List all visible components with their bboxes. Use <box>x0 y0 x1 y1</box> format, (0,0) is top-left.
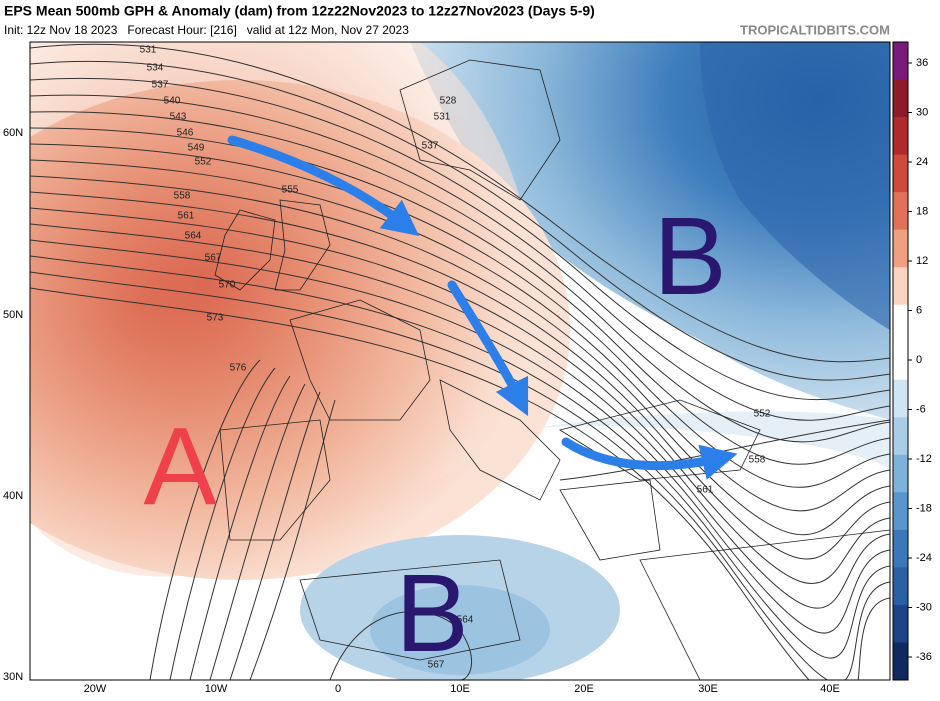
contour-label: 531 <box>434 112 451 123</box>
contour-line <box>249 399 336 680</box>
contour-line <box>30 239 890 634</box>
contour-line <box>30 60 890 381</box>
colorbar-segment <box>893 567 908 606</box>
contour-line <box>329 611 473 680</box>
map-frame <box>29 41 891 681</box>
colorbar-segment <box>893 417 908 456</box>
lon-label: 30E <box>698 683 718 695</box>
contour-line <box>30 175 890 536</box>
colorbar-segment <box>893 604 908 643</box>
contour-label: 552 <box>195 157 212 168</box>
contour-label: 573 <box>207 313 224 324</box>
colorbar-segment <box>893 79 908 118</box>
lat-label: 60N <box>3 127 23 139</box>
contour-label: 543 <box>170 112 187 123</box>
colorbar-segment <box>893 454 908 493</box>
contour-line <box>30 287 890 680</box>
lat-label: 40N <box>3 490 23 502</box>
low-label: B <box>653 195 726 318</box>
contour-label: 537 <box>422 141 439 152</box>
colorbar-segment <box>893 379 908 418</box>
contour-label: 528 <box>440 96 457 107</box>
contour-label: 567 <box>428 660 445 671</box>
source: TROPICALTIDBITS.COM <box>740 22 890 37</box>
title: EPS Mean 500mb GPH & Anomaly (dam) from … <box>4 3 595 19</box>
contour-label: 540 <box>164 96 181 107</box>
contour-line <box>149 359 261 680</box>
contour-line <box>30 94 890 421</box>
contour-line <box>189 375 291 680</box>
contour-label: 555 <box>282 185 299 196</box>
contour-label: 531 <box>140 45 157 56</box>
contour-label: 576 <box>230 363 247 374</box>
lon-label: 20E <box>574 683 594 695</box>
lon-label: 0 <box>335 683 341 695</box>
colorbar-segment <box>893 529 908 568</box>
colorbar-tick-label: 12 <box>916 255 928 267</box>
colorbar-tick-label: 24 <box>916 156 928 168</box>
contour-label: 552 <box>754 409 771 420</box>
colorbar-frame <box>892 41 909 681</box>
contour-label: 567 <box>205 253 222 264</box>
contour-line <box>30 255 890 659</box>
map-area <box>30 42 890 680</box>
lon-label: 20W <box>84 683 107 695</box>
contour-line <box>169 367 276 680</box>
contour-line <box>209 383 306 680</box>
contour-label: 537 <box>152 80 169 91</box>
colorbar-tick-label: 0 <box>916 354 922 366</box>
colorbar-tick-label: -36 <box>916 651 932 663</box>
lat-label: 30N <box>3 671 23 683</box>
colorbar-segment <box>893 304 908 343</box>
low-label: B <box>395 552 468 675</box>
contour-line <box>229 391 321 680</box>
contour-label: 546 <box>177 128 194 139</box>
colorbar-segment <box>893 154 908 193</box>
contour-line <box>30 127 890 465</box>
colorbar-tick-label: -30 <box>916 601 932 613</box>
lon-label: 10E <box>450 683 470 695</box>
colorbar-tick-label: -24 <box>916 552 932 564</box>
subtitle: Init: 12z Nov 18 2023 Forecast Hour: [21… <box>4 23 409 37</box>
colorbar-tick-label: -18 <box>916 502 932 514</box>
contour-label: 564 <box>457 615 474 626</box>
contour-line <box>30 207 890 584</box>
lon-label: 10W <box>205 683 228 695</box>
contour-line <box>30 111 890 443</box>
colorbar-segment <box>893 229 908 268</box>
contour-label: 549 <box>188 143 205 154</box>
lon-label: 40E <box>820 683 840 695</box>
contour-label: 558 <box>749 455 766 466</box>
contour-line <box>30 159 890 512</box>
colorbar-tick-label: -12 <box>916 453 932 465</box>
contour-line <box>30 77 890 401</box>
lat-label: 50N <box>3 309 23 321</box>
contour-label: 564 <box>185 231 202 242</box>
colorbar-tick-label: 30 <box>916 106 928 118</box>
colorbar-segment <box>893 117 908 156</box>
contour-line <box>30 43 890 363</box>
contour-line <box>30 191 890 560</box>
colorbar-segment <box>893 342 908 381</box>
colorbar-tick-label: 6 <box>916 304 922 316</box>
contour-line <box>30 271 890 680</box>
colorbar-segment <box>893 192 908 231</box>
contour-label: 570 <box>219 280 236 291</box>
colorbar-segment <box>893 642 908 681</box>
contour-label: 534 <box>147 63 164 74</box>
colorbar-segment <box>893 267 908 306</box>
colorbar-segment <box>893 42 908 81</box>
colorbar-tick-label: 36 <box>916 57 928 69</box>
contour-label: 558 <box>174 191 191 202</box>
colorbar-tick-label: 18 <box>916 205 928 217</box>
contour-label: 561 <box>178 211 195 222</box>
contour-line <box>30 143 890 488</box>
high-label: A <box>143 405 217 528</box>
contour-label: 561 <box>697 485 714 496</box>
colorbar-segment <box>893 492 908 531</box>
colorbar-tick-label: -6 <box>916 403 926 415</box>
